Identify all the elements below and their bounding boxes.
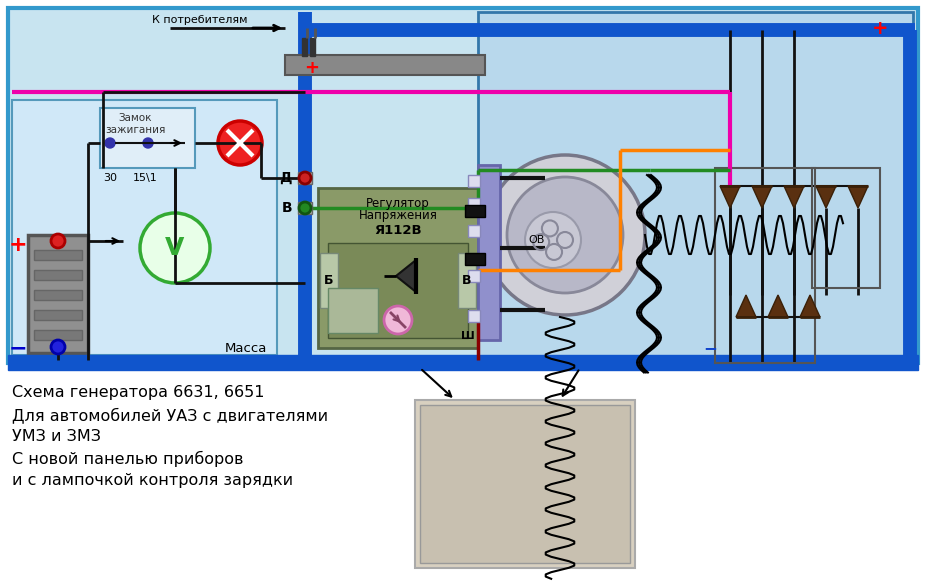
Circle shape <box>51 234 65 248</box>
Circle shape <box>105 138 115 148</box>
Bar <box>310 38 315 56</box>
Circle shape <box>299 172 311 184</box>
Text: и с лампочкой контроля зарядки: и с лампочкой контроля зарядки <box>12 473 293 488</box>
Polygon shape <box>396 260 416 292</box>
Polygon shape <box>768 295 788 317</box>
Bar <box>458 253 476 308</box>
Text: 15\1: 15\1 <box>133 173 158 183</box>
Text: Замок: Замок <box>118 113 152 123</box>
Polygon shape <box>720 186 740 208</box>
Bar <box>420 405 630 563</box>
Bar <box>320 253 338 308</box>
Circle shape <box>384 306 412 334</box>
Bar <box>298 172 312 184</box>
Bar <box>302 38 307 56</box>
Circle shape <box>507 177 623 293</box>
Bar <box>468 270 480 282</box>
Bar <box>100 108 195 168</box>
Bar <box>285 55 485 75</box>
Bar <box>415 400 635 568</box>
Polygon shape <box>848 186 868 208</box>
Bar <box>12 100 277 355</box>
Text: Напряжения: Напряжения <box>359 210 438 223</box>
Text: К потребителям: К потребителям <box>153 15 248 25</box>
Text: Масса: Масса <box>225 342 267 355</box>
Text: Д: Д <box>279 171 292 185</box>
Circle shape <box>143 138 153 148</box>
Polygon shape <box>736 295 756 317</box>
Bar <box>465 253 485 265</box>
Text: +: + <box>871 19 888 38</box>
Text: Регулятор: Регулятор <box>366 196 430 210</box>
Polygon shape <box>816 186 836 208</box>
Bar <box>34 270 82 280</box>
Polygon shape <box>800 295 820 317</box>
Bar <box>8 8 918 363</box>
Text: зажигания: зажигания <box>105 125 166 135</box>
Bar <box>28 235 88 353</box>
Bar <box>328 243 468 338</box>
Text: В: В <box>281 201 292 215</box>
Bar <box>34 250 82 260</box>
Bar <box>468 175 480 187</box>
Text: −: − <box>8 338 28 358</box>
Text: УМЗ и ЗМЗ: УМЗ и ЗМЗ <box>12 429 101 444</box>
Bar <box>318 188 478 348</box>
Circle shape <box>140 213 210 283</box>
Text: +: + <box>304 59 319 77</box>
Bar <box>812 168 880 288</box>
Text: Для автомобилей УАЗ с двигателями: Для автомобилей УАЗ с двигателями <box>12 407 328 423</box>
Bar <box>34 330 82 340</box>
Bar <box>8 355 918 370</box>
Bar <box>34 290 82 300</box>
Bar <box>478 12 913 360</box>
Text: V: V <box>166 236 185 260</box>
Text: −: − <box>703 339 717 357</box>
Bar <box>328 288 378 333</box>
Text: 30: 30 <box>103 173 117 183</box>
Polygon shape <box>784 186 804 208</box>
Circle shape <box>51 340 65 354</box>
Bar <box>465 205 485 217</box>
Circle shape <box>525 212 581 268</box>
Text: Б: Б <box>325 274 334 288</box>
Bar <box>468 198 480 210</box>
Circle shape <box>218 121 262 165</box>
Text: В: В <box>462 274 472 288</box>
Bar <box>468 310 480 322</box>
Bar <box>478 165 500 340</box>
Bar <box>715 168 815 363</box>
Bar <box>34 310 82 320</box>
Text: Ш: Ш <box>462 331 475 341</box>
Polygon shape <box>752 186 772 208</box>
Bar <box>298 202 312 214</box>
Text: С новой панелью приборов: С новой панелью приборов <box>12 451 243 467</box>
Bar <box>468 225 480 237</box>
Text: Я112В: Я112В <box>375 224 422 237</box>
Text: +: + <box>8 235 28 255</box>
Circle shape <box>299 202 311 214</box>
Circle shape <box>485 155 645 315</box>
Text: Схема генератора 6631, 6651: Схема генератора 6631, 6651 <box>12 385 265 400</box>
Text: ОВ: ОВ <box>529 235 545 245</box>
